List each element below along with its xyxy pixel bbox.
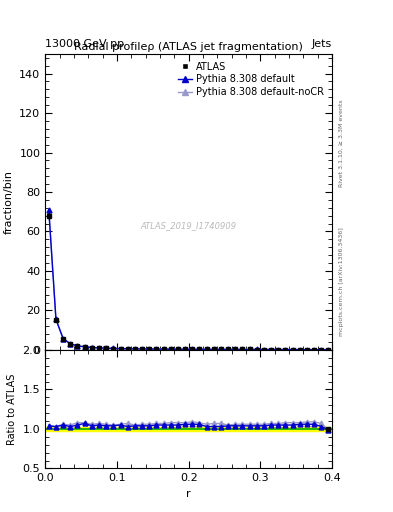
Y-axis label: Ratio to ATLAS: Ratio to ATLAS: [7, 374, 17, 445]
Text: Rivet 3.1.10, ≥ 3.3M events: Rivet 3.1.10, ≥ 3.3M events: [339, 99, 344, 187]
Legend: ATLAS, Pythia 8.308 default, Pythia 8.308 default-noCR: ATLAS, Pythia 8.308 default, Pythia 8.30…: [175, 58, 327, 100]
Title: Radial profileρ (ATLAS jet fragmentation): Radial profileρ (ATLAS jet fragmentation…: [74, 41, 303, 52]
Text: 13000 GeV pp: 13000 GeV pp: [45, 38, 124, 49]
Y-axis label: fraction/bin: fraction/bin: [4, 170, 14, 234]
Text: mcplots.cern.ch [arXiv:1306.3436]: mcplots.cern.ch [arXiv:1306.3436]: [339, 227, 344, 336]
Text: ATLAS_2019_I1740909: ATLAS_2019_I1740909: [141, 221, 237, 230]
Text: Jets: Jets: [312, 38, 332, 49]
X-axis label: r: r: [186, 489, 191, 499]
